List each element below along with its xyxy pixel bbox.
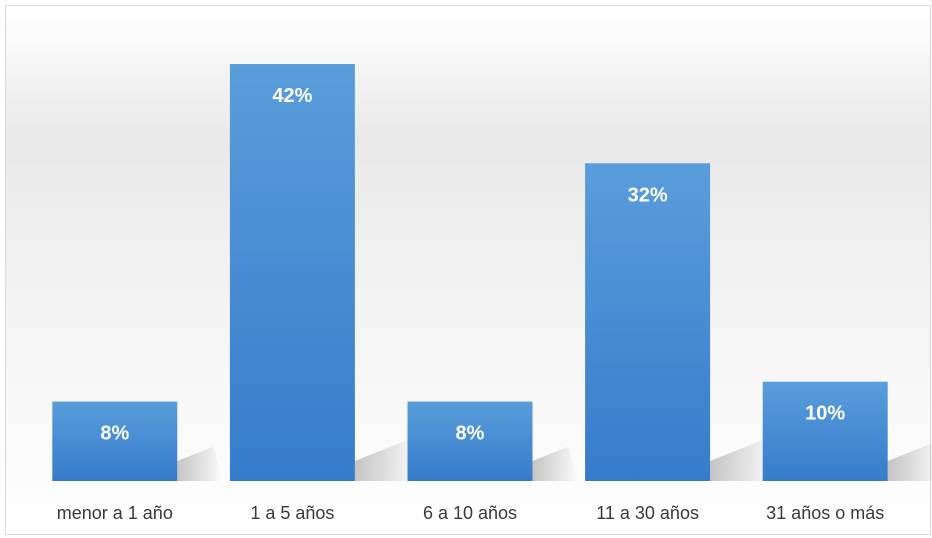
bar-5 — [762, 381, 888, 481]
bar-shadow — [710, 439, 776, 481]
bar-shadows — [177, 439, 932, 481]
bar-shadow — [887, 443, 932, 481]
bar-shadow — [177, 446, 224, 481]
bars-group — [52, 64, 888, 482]
data-label-5: 10% — [805, 403, 845, 425]
data-label-1: 8% — [100, 423, 129, 445]
category-label-4: 11 a 30 años — [596, 503, 699, 523]
category-label-5: 31 años o más — [766, 503, 884, 523]
data-label-2: 42% — [272, 85, 312, 107]
bar-2 — [229, 64, 355, 481]
category-label-1: menor a 1 año — [57, 503, 173, 523]
data-labels-group: 8% 42% 8% 32% 10% — [100, 85, 845, 445]
bar-shadow — [532, 446, 579, 481]
bar-1 — [52, 401, 178, 481]
category-label-3: 6 a 10 años — [423, 503, 517, 523]
bar-3 — [407, 401, 533, 481]
bar-4 — [585, 163, 711, 482]
category-label-2: 1 a 5 años — [250, 503, 334, 523]
x-axis: menor a 1 año 1 a 5 años 6 a 10 años 11 a 3… — [57, 503, 884, 523]
bar-shadow — [354, 439, 420, 481]
data-label-4: 32% — [628, 184, 668, 206]
data-label-3: 8% — [456, 423, 485, 445]
